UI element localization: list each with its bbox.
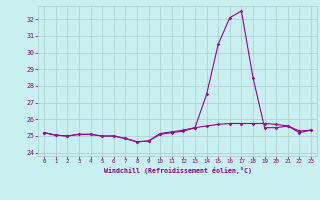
X-axis label: Windchill (Refroidissement éolien,°C): Windchill (Refroidissement éolien,°C) xyxy=(104,167,252,174)
